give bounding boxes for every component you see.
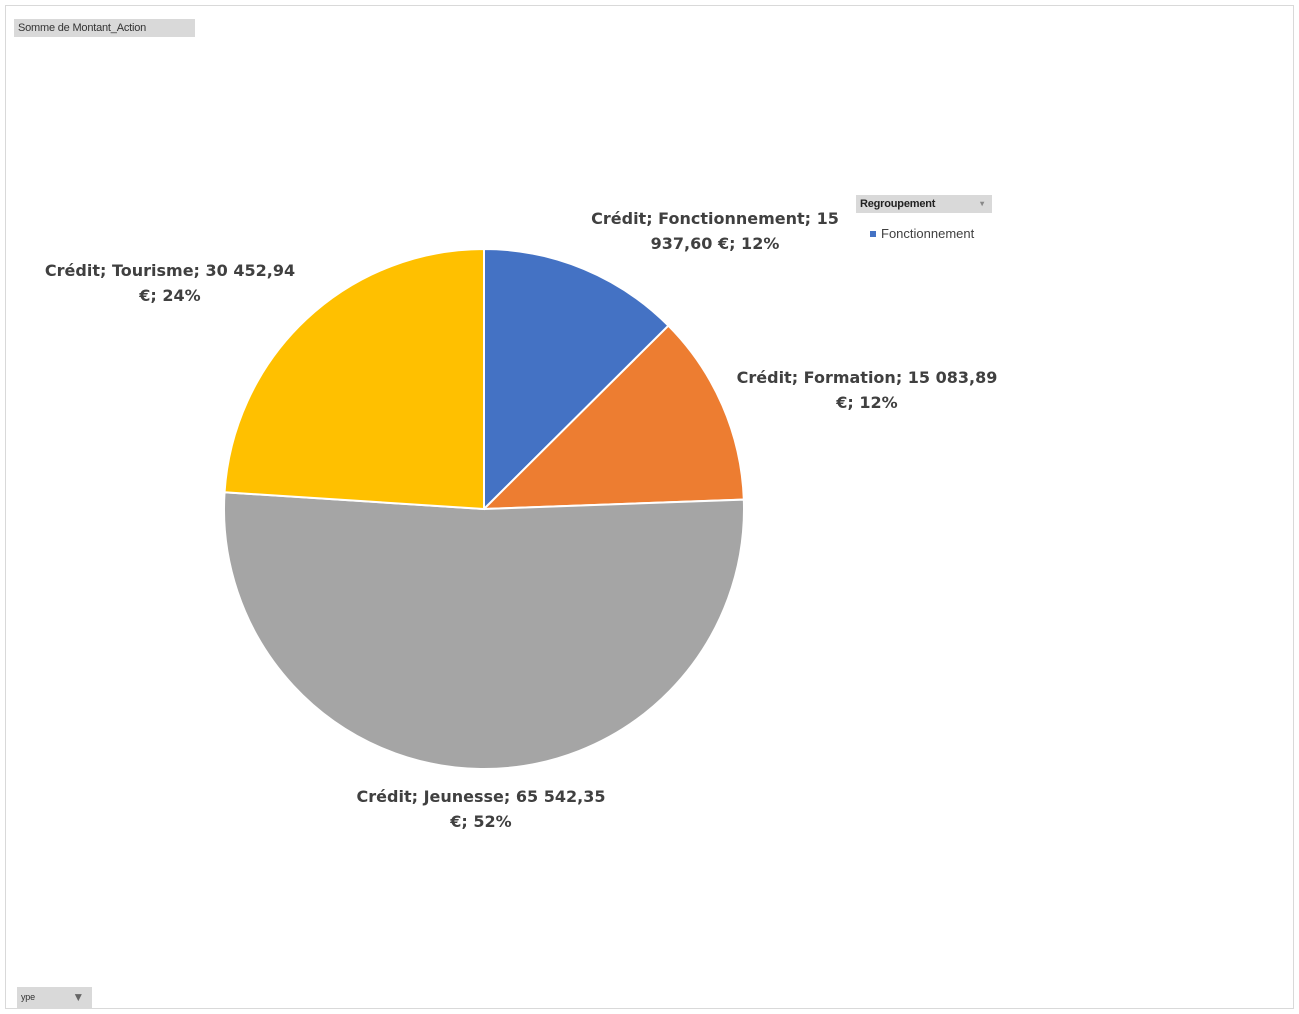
data-label-line: Crédit; Formation; 15 083,89 (736, 368, 998, 387)
data-label-line: Crédit; Tourisme; 30 452,94 (44, 261, 296, 280)
legend-field-label: Regroupement (860, 198, 936, 210)
data-label-formation: Crédit; Formation; 15 083,89 €; 12% (732, 365, 1002, 415)
data-label-fonctionnement: Crédit; Fonctionnement; 15 937,60 €; 12% (585, 206, 845, 256)
value-field-label: Somme de Montant_Action (18, 22, 147, 34)
data-label-line: Crédit; Fonctionnement; 15 (591, 209, 839, 228)
pie-slice-fonctionnement[interactable] (483, 247, 670, 512)
pie-slice-tourisme[interactable] (223, 247, 485, 511)
data-label-line: Crédit; Jeunesse; 65 542,35 (356, 787, 606, 806)
filter-icon: ▼ (72, 990, 84, 1004)
value-field-button[interactable]: Somme de Montant_Action (14, 19, 195, 37)
legend-entry-label: Fonctionnement (881, 226, 975, 241)
pie-slice-formation[interactable] (481, 324, 745, 511)
legend-swatch (870, 230, 876, 237)
legend-entry: Fonctionnement (870, 226, 974, 241)
data-label-line: €; 52% (450, 812, 512, 831)
legend-field-button[interactable]: Regroupement ▾ (856, 195, 992, 213)
data-label-tourisme: Crédit; Tourisme; 30 452,94 €; 24% (40, 258, 300, 308)
data-label-line: 937,60 €; 12% (650, 234, 780, 253)
data-label-jeunesse: Crédit; Jeunesse; 65 542,35 €; 52% (346, 784, 616, 834)
data-label-line: €; 12% (836, 393, 898, 412)
data-label-line: €; 24% (139, 286, 201, 305)
axis-field-button[interactable]: ype ▼ (17, 987, 92, 1008)
pie-slice-jeunesse[interactable] (223, 491, 745, 770)
dropdown-arrow-icon: ▾ (980, 199, 984, 208)
axis-field-label: ype (21, 992, 35, 1002)
